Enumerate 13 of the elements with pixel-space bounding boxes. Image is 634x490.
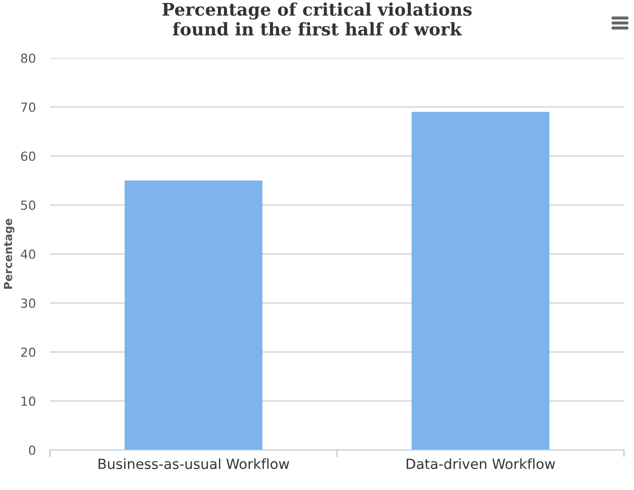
y-tick-label: 20	[21, 347, 36, 357]
y-tick-label: 10	[22, 396, 36, 406]
x-tick-label: Data-driven Workflow	[406, 458, 556, 470]
y-tick-label: 80	[21, 53, 36, 63]
y-tick-label: 50	[21, 200, 36, 210]
y-tick-label: 60	[21, 151, 36, 161]
y-tick-label: 30	[21, 298, 36, 308]
chart-title: Percentage of critical violations found in the first half of work	[162, 2, 472, 36]
x-tick-label: Business-as-usual Workflow	[98, 458, 290, 470]
y-axis-title: Percentage	[4, 218, 14, 289]
y-tick-label: 70	[21, 102, 36, 112]
y-tick-label: 0	[28, 445, 36, 455]
y-tick-label: 40	[20, 249, 36, 259]
